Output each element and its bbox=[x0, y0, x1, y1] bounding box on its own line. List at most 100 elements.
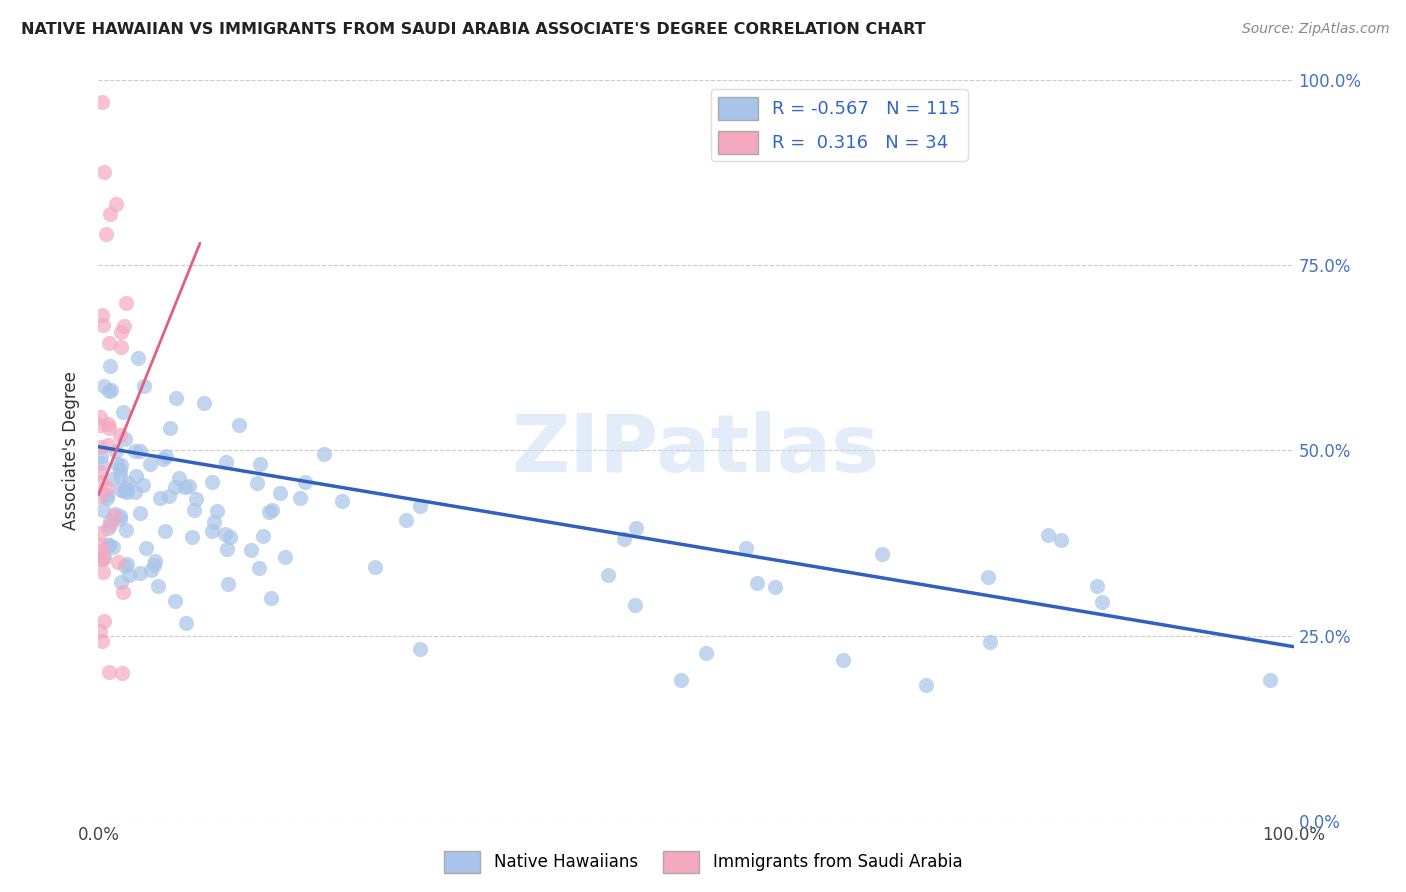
Point bbox=[97, 538, 120, 552]
Point bbox=[96, 491, 118, 505]
Point bbox=[179, 479, 201, 493]
Point bbox=[228, 418, 250, 433]
Point bbox=[148, 579, 170, 593]
Point bbox=[671, 673, 693, 687]
Point bbox=[100, 359, 122, 373]
Legend: R = -0.567   N = 115, R =  0.316   N = 34: R = -0.567 N = 115, R = 0.316 N = 34 bbox=[711, 89, 967, 161]
Point bbox=[93, 318, 115, 333]
Point bbox=[977, 570, 1000, 584]
Point bbox=[107, 555, 129, 569]
Point bbox=[246, 476, 269, 491]
Point bbox=[215, 455, 238, 469]
Point bbox=[103, 509, 125, 524]
Point bbox=[735, 541, 758, 555]
Point bbox=[125, 469, 148, 483]
Point bbox=[252, 529, 274, 543]
Point bbox=[90, 457, 112, 471]
Point bbox=[217, 576, 239, 591]
Point bbox=[110, 483, 132, 497]
Point bbox=[117, 558, 139, 572]
Point bbox=[124, 485, 146, 500]
Point bbox=[872, 548, 894, 562]
Point bbox=[201, 524, 224, 538]
Point bbox=[214, 527, 236, 541]
Point bbox=[110, 458, 132, 472]
Point bbox=[98, 665, 121, 679]
Point bbox=[174, 480, 197, 494]
Point bbox=[979, 635, 1001, 649]
Point bbox=[115, 295, 138, 310]
Y-axis label: Associate's Degree: Associate's Degree bbox=[62, 371, 80, 530]
Point bbox=[110, 463, 132, 477]
Point bbox=[97, 521, 120, 535]
Point bbox=[90, 475, 112, 489]
Point bbox=[915, 677, 938, 691]
Point bbox=[1091, 595, 1114, 609]
Point bbox=[624, 521, 647, 535]
Point bbox=[139, 457, 162, 471]
Point bbox=[101, 540, 124, 554]
Point bbox=[112, 585, 135, 599]
Point bbox=[249, 458, 271, 472]
Point bbox=[219, 530, 242, 544]
Point bbox=[93, 614, 115, 628]
Point bbox=[330, 494, 353, 508]
Point bbox=[91, 543, 114, 558]
Point bbox=[104, 196, 127, 211]
Point bbox=[100, 383, 122, 397]
Point bbox=[129, 444, 152, 458]
Point bbox=[115, 482, 138, 496]
Point bbox=[831, 653, 853, 667]
Point bbox=[152, 452, 174, 467]
Point bbox=[294, 475, 316, 489]
Point bbox=[165, 479, 187, 493]
Point bbox=[93, 550, 115, 565]
Point bbox=[165, 594, 187, 608]
Point bbox=[89, 624, 111, 639]
Point bbox=[183, 502, 205, 516]
Point bbox=[91, 503, 114, 517]
Point bbox=[114, 558, 136, 573]
Legend: Native Hawaiians, Immigrants from Saudi Arabia: Native Hawaiians, Immigrants from Saudi … bbox=[437, 845, 969, 880]
Point bbox=[97, 417, 120, 432]
Point bbox=[167, 471, 190, 485]
Point bbox=[613, 532, 636, 546]
Point bbox=[112, 483, 135, 498]
Point bbox=[247, 560, 270, 574]
Point bbox=[89, 489, 111, 503]
Point bbox=[89, 409, 111, 424]
Point bbox=[201, 475, 224, 490]
Point bbox=[89, 526, 111, 541]
Point bbox=[364, 559, 387, 574]
Point bbox=[107, 457, 129, 471]
Text: NATIVE HAWAIIAN VS IMMIGRANTS FROM SAUDI ARABIA ASSOCIATE'S DEGREE CORRELATION C: NATIVE HAWAIIAN VS IMMIGRANTS FROM SAUDI… bbox=[21, 22, 925, 37]
Point bbox=[91, 95, 114, 110]
Point bbox=[98, 335, 121, 350]
Point bbox=[149, 491, 172, 506]
Point bbox=[165, 391, 187, 405]
Point bbox=[129, 566, 152, 581]
Point bbox=[90, 634, 112, 648]
Point bbox=[128, 506, 150, 520]
Point bbox=[157, 489, 180, 503]
Point bbox=[127, 351, 149, 365]
Point bbox=[89, 418, 111, 433]
Point bbox=[114, 432, 136, 446]
Point bbox=[90, 449, 112, 463]
Point bbox=[111, 665, 134, 680]
Point bbox=[1050, 533, 1073, 547]
Point bbox=[143, 558, 166, 573]
Point bbox=[110, 427, 132, 442]
Point bbox=[111, 405, 134, 419]
Point bbox=[1038, 527, 1060, 541]
Point bbox=[314, 447, 336, 461]
Point bbox=[180, 531, 202, 545]
Point bbox=[174, 615, 197, 630]
Point bbox=[118, 567, 141, 582]
Point bbox=[93, 378, 115, 392]
Point bbox=[98, 206, 122, 220]
Point bbox=[98, 518, 121, 533]
Point bbox=[108, 468, 131, 483]
Point bbox=[98, 539, 121, 553]
Point bbox=[91, 551, 114, 566]
